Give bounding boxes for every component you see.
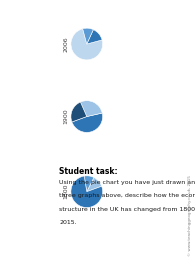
Wedge shape xyxy=(71,29,103,60)
Text: 2015.: 2015. xyxy=(59,220,77,225)
Text: 2006: 2006 xyxy=(64,36,68,52)
Text: Using the pie chart you have just drawn and these: Using the pie chart you have just drawn … xyxy=(59,180,195,185)
Wedge shape xyxy=(80,101,102,117)
Text: three graphs above, describe how the economic: three graphs above, describe how the eco… xyxy=(59,193,195,198)
Wedge shape xyxy=(87,177,102,192)
Text: structure in the UK has changed from 1800 up to: structure in the UK has changed from 180… xyxy=(59,207,195,212)
Wedge shape xyxy=(84,176,94,192)
Wedge shape xyxy=(87,30,102,44)
Wedge shape xyxy=(71,102,87,122)
Text: The changing UK economy: The changing UK economy xyxy=(21,47,31,212)
Wedge shape xyxy=(71,176,103,207)
Text: 1800: 1800 xyxy=(64,184,68,199)
Text: Student task:: Student task: xyxy=(59,167,118,176)
Text: © www.teachinggeography.co.uk, 2015: © www.teachinggeography.co.uk, 2015 xyxy=(188,176,192,256)
Text: 1900: 1900 xyxy=(64,109,68,124)
Wedge shape xyxy=(83,28,93,44)
Wedge shape xyxy=(72,113,103,132)
